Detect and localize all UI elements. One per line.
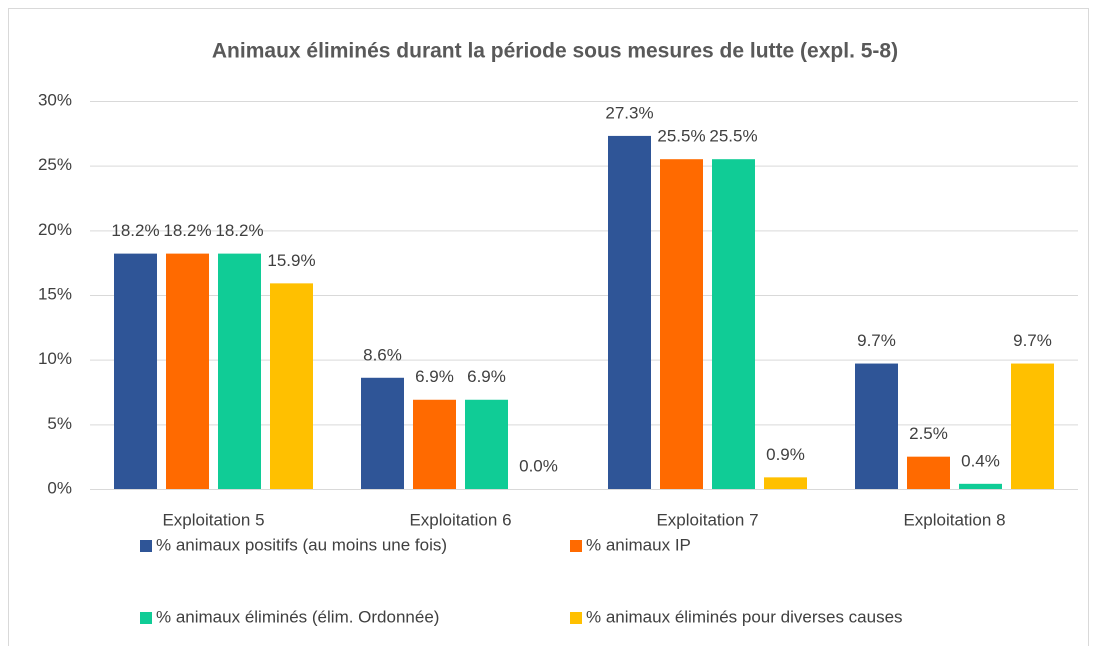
bar bbox=[114, 253, 157, 489]
data-label: 6.9% bbox=[467, 367, 506, 386]
legend-swatch bbox=[570, 612, 582, 624]
legend-label: % animaux IP bbox=[586, 535, 691, 554]
legend-label: % animaux éliminés pour diverses causes bbox=[586, 607, 903, 626]
y-tick-label: 10% bbox=[38, 349, 72, 368]
legend-swatch bbox=[140, 612, 152, 624]
bar bbox=[413, 399, 456, 489]
bar bbox=[959, 483, 1002, 489]
y-tick-label: 25% bbox=[38, 155, 72, 174]
bar bbox=[608, 135, 651, 490]
x-tick-label: Exploitation 7 bbox=[656, 510, 758, 529]
bar bbox=[270, 283, 313, 489]
bar bbox=[465, 399, 508, 489]
bar bbox=[218, 253, 261, 489]
bar bbox=[166, 253, 209, 489]
x-tick-label: Exploitation 8 bbox=[903, 510, 1005, 529]
legend-label: % animaux positifs (au moins une fois) bbox=[156, 535, 447, 554]
bar bbox=[361, 377, 404, 489]
chart-title: Animaux éliminés durant la période sous … bbox=[212, 40, 898, 63]
data-label: 25.5% bbox=[709, 127, 757, 146]
data-label: 9.7% bbox=[857, 331, 896, 350]
data-label: 9.7% bbox=[1013, 331, 1052, 350]
bar bbox=[660, 159, 703, 489]
y-tick-label: 20% bbox=[38, 220, 72, 239]
legend-swatch bbox=[570, 540, 582, 552]
y-tick-label: 0% bbox=[47, 478, 72, 497]
data-label: 25.5% bbox=[657, 127, 705, 146]
bar bbox=[855, 363, 898, 489]
data-label: 27.3% bbox=[605, 103, 653, 122]
legend-swatch bbox=[140, 540, 152, 552]
data-label: 18.2% bbox=[215, 221, 263, 240]
data-label: 6.9% bbox=[415, 367, 454, 386]
data-label: 0.0% bbox=[519, 456, 558, 475]
bar bbox=[712, 159, 755, 489]
data-label: 8.6% bbox=[363, 345, 402, 364]
data-label: 18.2% bbox=[163, 221, 211, 240]
x-tick-label: Exploitation 5 bbox=[162, 510, 264, 529]
data-label: 18.2% bbox=[111, 221, 159, 240]
data-label: 0.9% bbox=[766, 445, 805, 464]
bar bbox=[1011, 363, 1054, 489]
y-tick-label: 5% bbox=[47, 414, 72, 433]
data-label: 2.5% bbox=[909, 424, 948, 443]
bar bbox=[764, 477, 807, 489]
bar bbox=[907, 456, 950, 489]
legend-label: % animaux éliminés (élim. Ordonnée) bbox=[156, 607, 439, 626]
y-tick-label: 30% bbox=[38, 90, 72, 109]
data-label: 0.4% bbox=[961, 451, 1000, 470]
x-tick-label: Exploitation 6 bbox=[409, 510, 511, 529]
data-label: 15.9% bbox=[267, 251, 315, 270]
y-tick-label: 15% bbox=[38, 284, 72, 303]
